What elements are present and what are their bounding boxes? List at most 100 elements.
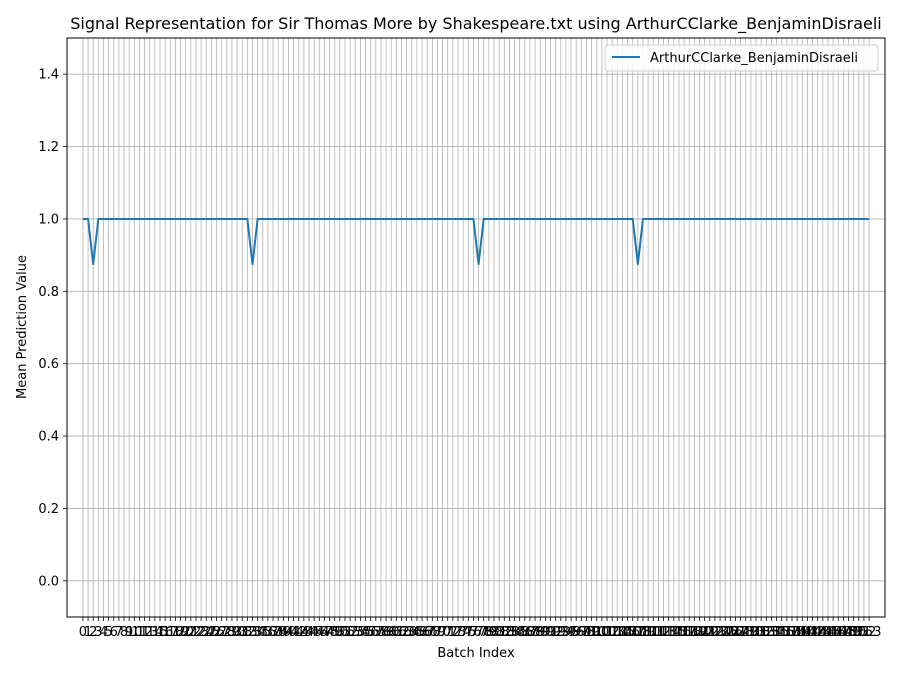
x-tick-label: 97 xyxy=(573,625,590,640)
x-tick-label: 14 xyxy=(147,625,164,640)
x-tick-label: 83 xyxy=(501,625,518,640)
x-tick-label: 85 xyxy=(511,625,528,640)
x-tick-label: 86 xyxy=(517,625,534,640)
x-tick-label: 144 xyxy=(810,625,835,640)
y-tick-label: 1.4 xyxy=(38,68,59,83)
x-tick-label: 52 xyxy=(342,625,359,640)
x-tick-label: 63 xyxy=(398,625,415,640)
x-tick-label: 37 xyxy=(265,625,282,640)
x-tick-label: 67 xyxy=(419,625,436,640)
x-tick-label: 53 xyxy=(347,625,364,640)
x-tick-label: 23 xyxy=(193,625,210,640)
x-tick-label: 148 xyxy=(831,625,856,640)
x-tick-label: 73 xyxy=(450,625,467,640)
x-tick-label: 21 xyxy=(183,625,200,640)
x-tick-label: 137 xyxy=(774,625,799,640)
x-tick-label: 57 xyxy=(368,625,385,640)
y-tick-label: 0.4 xyxy=(38,430,59,445)
x-tick-label: 105 xyxy=(610,625,635,640)
x-tick-label: 54 xyxy=(352,625,369,640)
x-tick-label: 135 xyxy=(764,625,789,640)
x-tick-label: 8 xyxy=(120,625,128,640)
x-tick-label: 34 xyxy=(249,625,266,640)
x-tick-label: 81 xyxy=(491,625,508,640)
x-tick-label: 30 xyxy=(229,625,246,640)
x-tick-label: 111 xyxy=(641,625,666,640)
x-tick-label: 44 xyxy=(301,625,318,640)
x-tick-label: 19 xyxy=(172,625,189,640)
x-tick-label: 6 xyxy=(110,625,118,640)
x-tick-label: 134 xyxy=(759,625,784,640)
x-tick-label: 68 xyxy=(424,625,441,640)
x-tick-label: 42 xyxy=(290,625,307,640)
x-tick-label: 48 xyxy=(321,625,338,640)
x-tick-label: 40 xyxy=(280,625,297,640)
x-tick-label: 55 xyxy=(357,625,374,640)
x-tick-label: 124 xyxy=(708,625,733,640)
y-tick-label: 1.0 xyxy=(38,212,59,227)
x-tick-label: 123 xyxy=(703,625,728,640)
x-axis-label: Batch Index xyxy=(437,646,515,661)
x-gridlines xyxy=(82,38,870,617)
x-tick-label: 13 xyxy=(141,625,158,640)
x-tick-label: 43 xyxy=(296,625,313,640)
x-tick-label: 147 xyxy=(826,625,851,640)
y-tick-label: 0.2 xyxy=(38,502,59,517)
x-tick-label: 45 xyxy=(306,625,323,640)
x-tick-label: 51 xyxy=(337,625,354,640)
x-tick-label: 107 xyxy=(620,625,645,640)
x-tick-label: 106 xyxy=(615,625,640,640)
x-tick-label: 56 xyxy=(362,625,379,640)
x-tick-label: 103 xyxy=(600,625,625,640)
x-tick-label: 151 xyxy=(846,625,871,640)
x-tick-label: 95 xyxy=(563,625,580,640)
x-tick-label: 47 xyxy=(316,625,333,640)
x-tick-label: 76 xyxy=(465,625,482,640)
x-tick-label: 99 xyxy=(583,625,600,640)
x-tick-label: 126 xyxy=(718,625,743,640)
x-tick-label: 125 xyxy=(713,625,738,640)
x-tick-label: 72 xyxy=(445,625,462,640)
y-tick-label: 0.0 xyxy=(38,574,59,589)
x-tick-label: 12 xyxy=(136,625,153,640)
x-tick-label: 26 xyxy=(208,625,225,640)
x-tick-label: 15 xyxy=(152,625,169,640)
x-tick-label: 18 xyxy=(167,625,184,640)
x-tick-label: 60 xyxy=(383,625,400,640)
x-tick-label: 89 xyxy=(532,625,549,640)
x-tick-label: 41 xyxy=(285,625,302,640)
x-tick-label: 78 xyxy=(475,625,492,640)
chart-title: Signal Representation for Sir Thomas Mor… xyxy=(70,14,881,34)
legend-label: ArthurCClarke_BenjaminDisraeli xyxy=(650,51,858,66)
x-tick-label: 140 xyxy=(790,625,815,640)
x-tick-label: 122 xyxy=(697,625,722,640)
x-tick-label: 25 xyxy=(203,625,220,640)
x-tick-label: 130 xyxy=(738,625,763,640)
x-tick-label: 36 xyxy=(260,625,277,640)
x-tick-label: 27 xyxy=(213,625,230,640)
x-tick-label: 75 xyxy=(460,625,477,640)
x-tick-label: 108 xyxy=(625,625,650,640)
x-tick-label: 69 xyxy=(429,625,446,640)
x-tick-label: 5 xyxy=(104,625,112,640)
x-tick-label: 79 xyxy=(481,625,498,640)
x-tick-label: 100 xyxy=(584,625,609,640)
x-tick-label: 96 xyxy=(568,625,585,640)
y-tick-label: 1.2 xyxy=(38,140,59,155)
x-tick-label: 4 xyxy=(99,625,107,640)
x-tick-label: 50 xyxy=(332,625,349,640)
x-tick-label: 74 xyxy=(455,625,472,640)
series-layer xyxy=(82,217,870,266)
x-tick-label: 150 xyxy=(841,625,866,640)
x-tick-label: 117 xyxy=(672,625,697,640)
x-tick-label: 149 xyxy=(836,625,861,640)
x-tick-label: 113 xyxy=(651,625,676,640)
x-tick-label: 20 xyxy=(177,625,194,640)
x-tick-label: 91 xyxy=(542,625,559,640)
x-tick-label: 118 xyxy=(677,625,702,640)
x-ticks: 0123456789101112131415161718192021222324… xyxy=(79,617,881,640)
x-tick-label: 114 xyxy=(656,625,681,640)
x-tick-label: 141 xyxy=(795,625,820,640)
x-tick-label: 10 xyxy=(126,625,143,640)
